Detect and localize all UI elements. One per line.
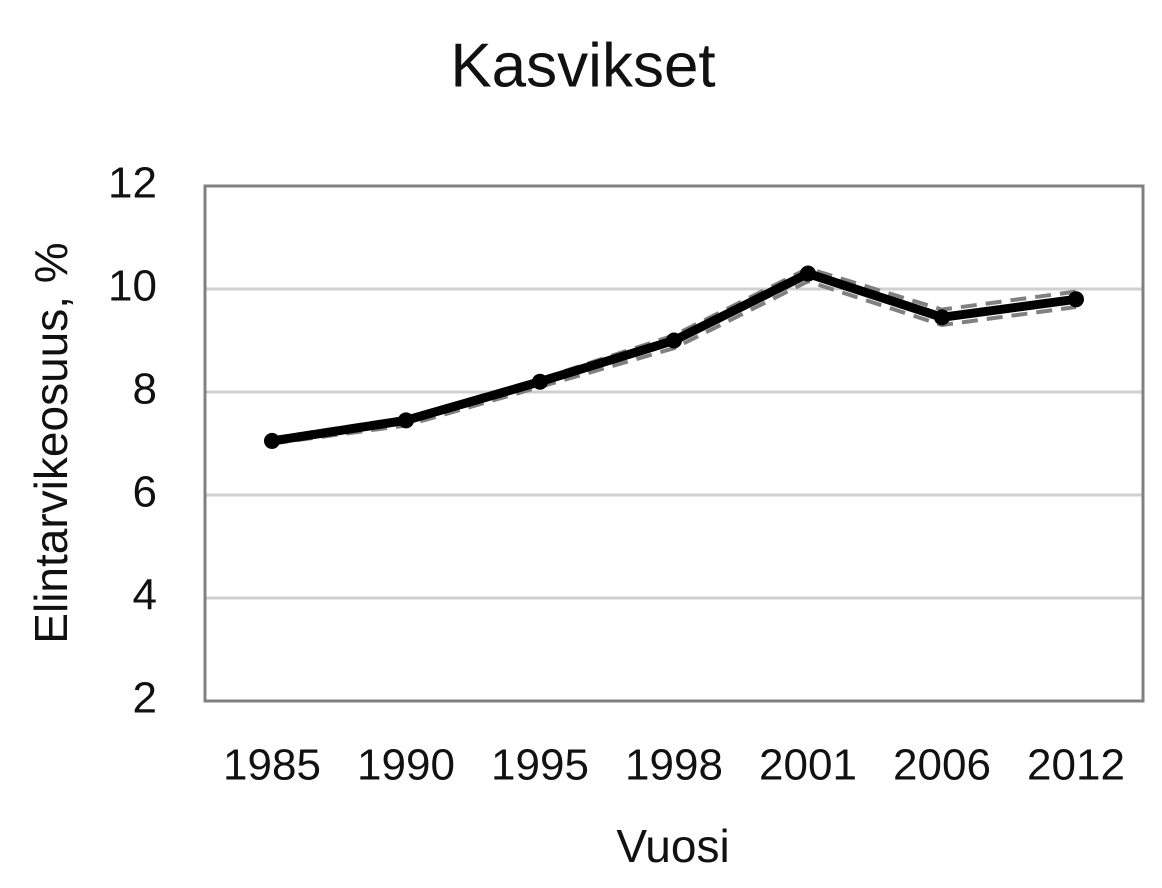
x-tick-label: 1998 xyxy=(625,741,723,790)
band-line xyxy=(271,266,1077,441)
x-tick-label: 1985 xyxy=(223,741,321,790)
y-tick-label: 4 xyxy=(133,571,157,620)
x-tick-label: 1990 xyxy=(357,741,455,790)
marker xyxy=(264,432,280,449)
x-axis-label: Vuosi xyxy=(616,820,729,872)
marker xyxy=(800,265,816,282)
y-tick-label: 12 xyxy=(108,159,157,208)
y-tick-label: 10 xyxy=(108,262,157,311)
y-tick-label: 2 xyxy=(133,674,157,723)
x-tick-label: 2006 xyxy=(893,741,991,790)
series-line xyxy=(271,269,1077,446)
marker xyxy=(532,373,548,390)
x-tick-label: 1995 xyxy=(491,741,589,790)
x-tick-label: 2012 xyxy=(1027,741,1125,790)
y-axis-label: Elintarvikeosuus, % xyxy=(25,242,77,643)
y-tick-label: 6 xyxy=(133,468,157,517)
plot-frame xyxy=(203,184,1145,703)
marker xyxy=(398,412,414,429)
y-tick-label: 8 xyxy=(133,365,157,414)
marker xyxy=(934,309,950,326)
marker xyxy=(666,332,682,349)
chart-title: Kasvikset xyxy=(450,31,715,100)
marker xyxy=(1068,291,1084,308)
x-tick-label: 2001 xyxy=(759,741,857,790)
